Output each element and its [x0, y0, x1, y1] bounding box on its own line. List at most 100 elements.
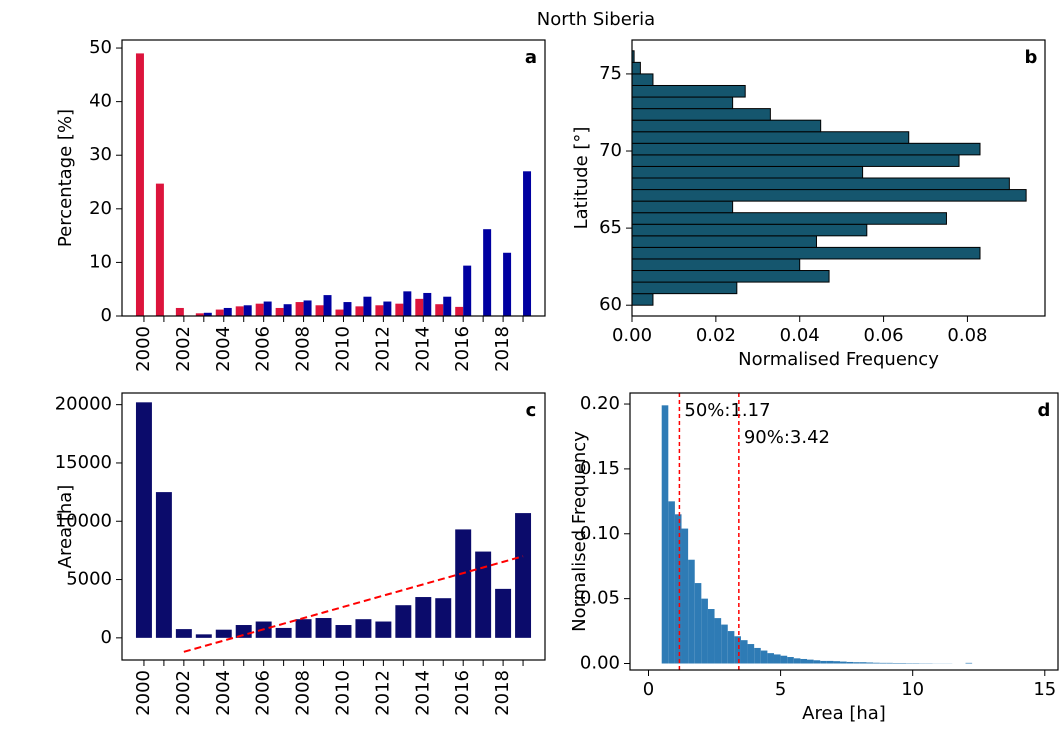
histogram-bar	[853, 662, 860, 663]
histogram-bar	[632, 271, 829, 283]
bar	[475, 552, 491, 638]
bar	[264, 302, 272, 316]
histogram-bar	[767, 653, 774, 663]
bar	[156, 184, 164, 316]
y-tick-label: 10	[89, 251, 112, 272]
histogram-bar	[632, 62, 640, 74]
bar	[375, 622, 391, 638]
bar	[515, 513, 531, 638]
x-tick-label: 10	[901, 679, 924, 700]
bar	[276, 308, 284, 316]
bar	[316, 618, 332, 638]
y-axis-label: Latitude [°]	[571, 127, 592, 230]
y-tick-label: 15000	[55, 452, 112, 473]
bar	[335, 625, 351, 638]
histogram-bar	[632, 74, 653, 86]
x-tick-label: 2004	[213, 326, 234, 372]
histogram-bar	[721, 625, 728, 664]
x-tick-label: 2006	[253, 670, 274, 716]
bar	[455, 529, 471, 637]
histogram-bar	[893, 663, 900, 664]
histogram-bar	[682, 529, 689, 664]
y-tick-label: 5000	[66, 569, 112, 590]
histogram-bar	[662, 405, 669, 663]
histogram-bar	[688, 560, 695, 664]
bar	[176, 308, 184, 316]
histogram-bar	[873, 663, 880, 664]
x-tick-label: 2002	[173, 326, 194, 372]
bar	[395, 304, 403, 316]
histogram-bar	[632, 109, 770, 121]
histogram-bar	[632, 166, 863, 178]
histogram-bar	[632, 97, 733, 109]
histogram-bar	[632, 247, 980, 259]
histogram-bar	[728, 631, 735, 663]
y-tick-label: 70	[599, 140, 622, 161]
bar	[383, 302, 391, 316]
histogram-bar	[632, 85, 745, 97]
x-tick-label: 5	[775, 679, 786, 700]
histogram-bar	[675, 514, 682, 663]
bar	[276, 628, 292, 638]
bar	[296, 619, 312, 638]
bar	[244, 305, 252, 316]
histogram-bar	[966, 663, 973, 664]
histogram-bar	[708, 609, 715, 663]
bar	[316, 305, 324, 316]
bar	[503, 253, 511, 316]
x-tick-label: 2016	[452, 326, 473, 372]
x-tick-label: 2000	[133, 670, 154, 716]
bar	[136, 402, 152, 638]
histogram-bar	[632, 143, 980, 155]
panel-label: c	[526, 400, 537, 421]
histogram-bar	[840, 662, 847, 664]
bar	[136, 53, 144, 316]
bar	[423, 293, 431, 316]
y-tick-label: 30	[89, 144, 112, 165]
bar	[415, 299, 423, 316]
x-tick-label: 2006	[253, 326, 274, 372]
histogram-bar	[734, 636, 741, 663]
panel-label: d	[1038, 400, 1051, 421]
histogram-bar	[787, 657, 794, 663]
histogram-bar	[899, 663, 906, 664]
y-tick-label: 20000	[55, 394, 112, 415]
x-tick-label: 15	[1033, 679, 1056, 700]
histogram-bar	[800, 659, 807, 664]
bar	[435, 304, 443, 316]
histogram-bar	[632, 120, 821, 132]
histogram-bar	[632, 224, 867, 236]
x-tick-label: 2012	[372, 326, 393, 372]
histogram-bar	[632, 259, 800, 271]
bar	[176, 629, 192, 638]
x-tick-label: 2012	[372, 670, 393, 716]
histogram-bar	[794, 658, 801, 663]
bar	[335, 310, 343, 316]
bar	[523, 171, 531, 316]
histogram-bar	[632, 155, 959, 167]
y-tick-label: 20	[89, 198, 112, 219]
bar	[256, 304, 264, 316]
x-tick-label: 2016	[452, 670, 473, 716]
x-tick-label: 2000	[133, 326, 154, 372]
y-tick-label: 0	[101, 305, 112, 326]
axes-frame	[122, 40, 545, 316]
panel-label: a	[525, 47, 537, 68]
histogram-bar	[807, 660, 814, 664]
histogram-bar	[833, 661, 840, 663]
histogram-bar	[632, 236, 816, 248]
histogram-bar	[827, 661, 834, 664]
x-tick-label: 0	[643, 679, 654, 700]
y-axis-label: Normalised Frequency	[569, 431, 590, 632]
histogram-bar	[781, 656, 788, 664]
x-tick-label: 2018	[492, 670, 513, 716]
x-tick-label: 2018	[492, 326, 513, 372]
histogram-bar	[866, 662, 873, 663]
x-tick-label: 2010	[332, 670, 353, 716]
histogram-bar	[632, 294, 653, 306]
y-tick-label: 0	[101, 627, 112, 648]
histogram-bar	[632, 213, 946, 225]
histogram-bar	[886, 663, 893, 664]
bar	[343, 302, 351, 316]
y-tick-label: 60	[599, 294, 622, 315]
